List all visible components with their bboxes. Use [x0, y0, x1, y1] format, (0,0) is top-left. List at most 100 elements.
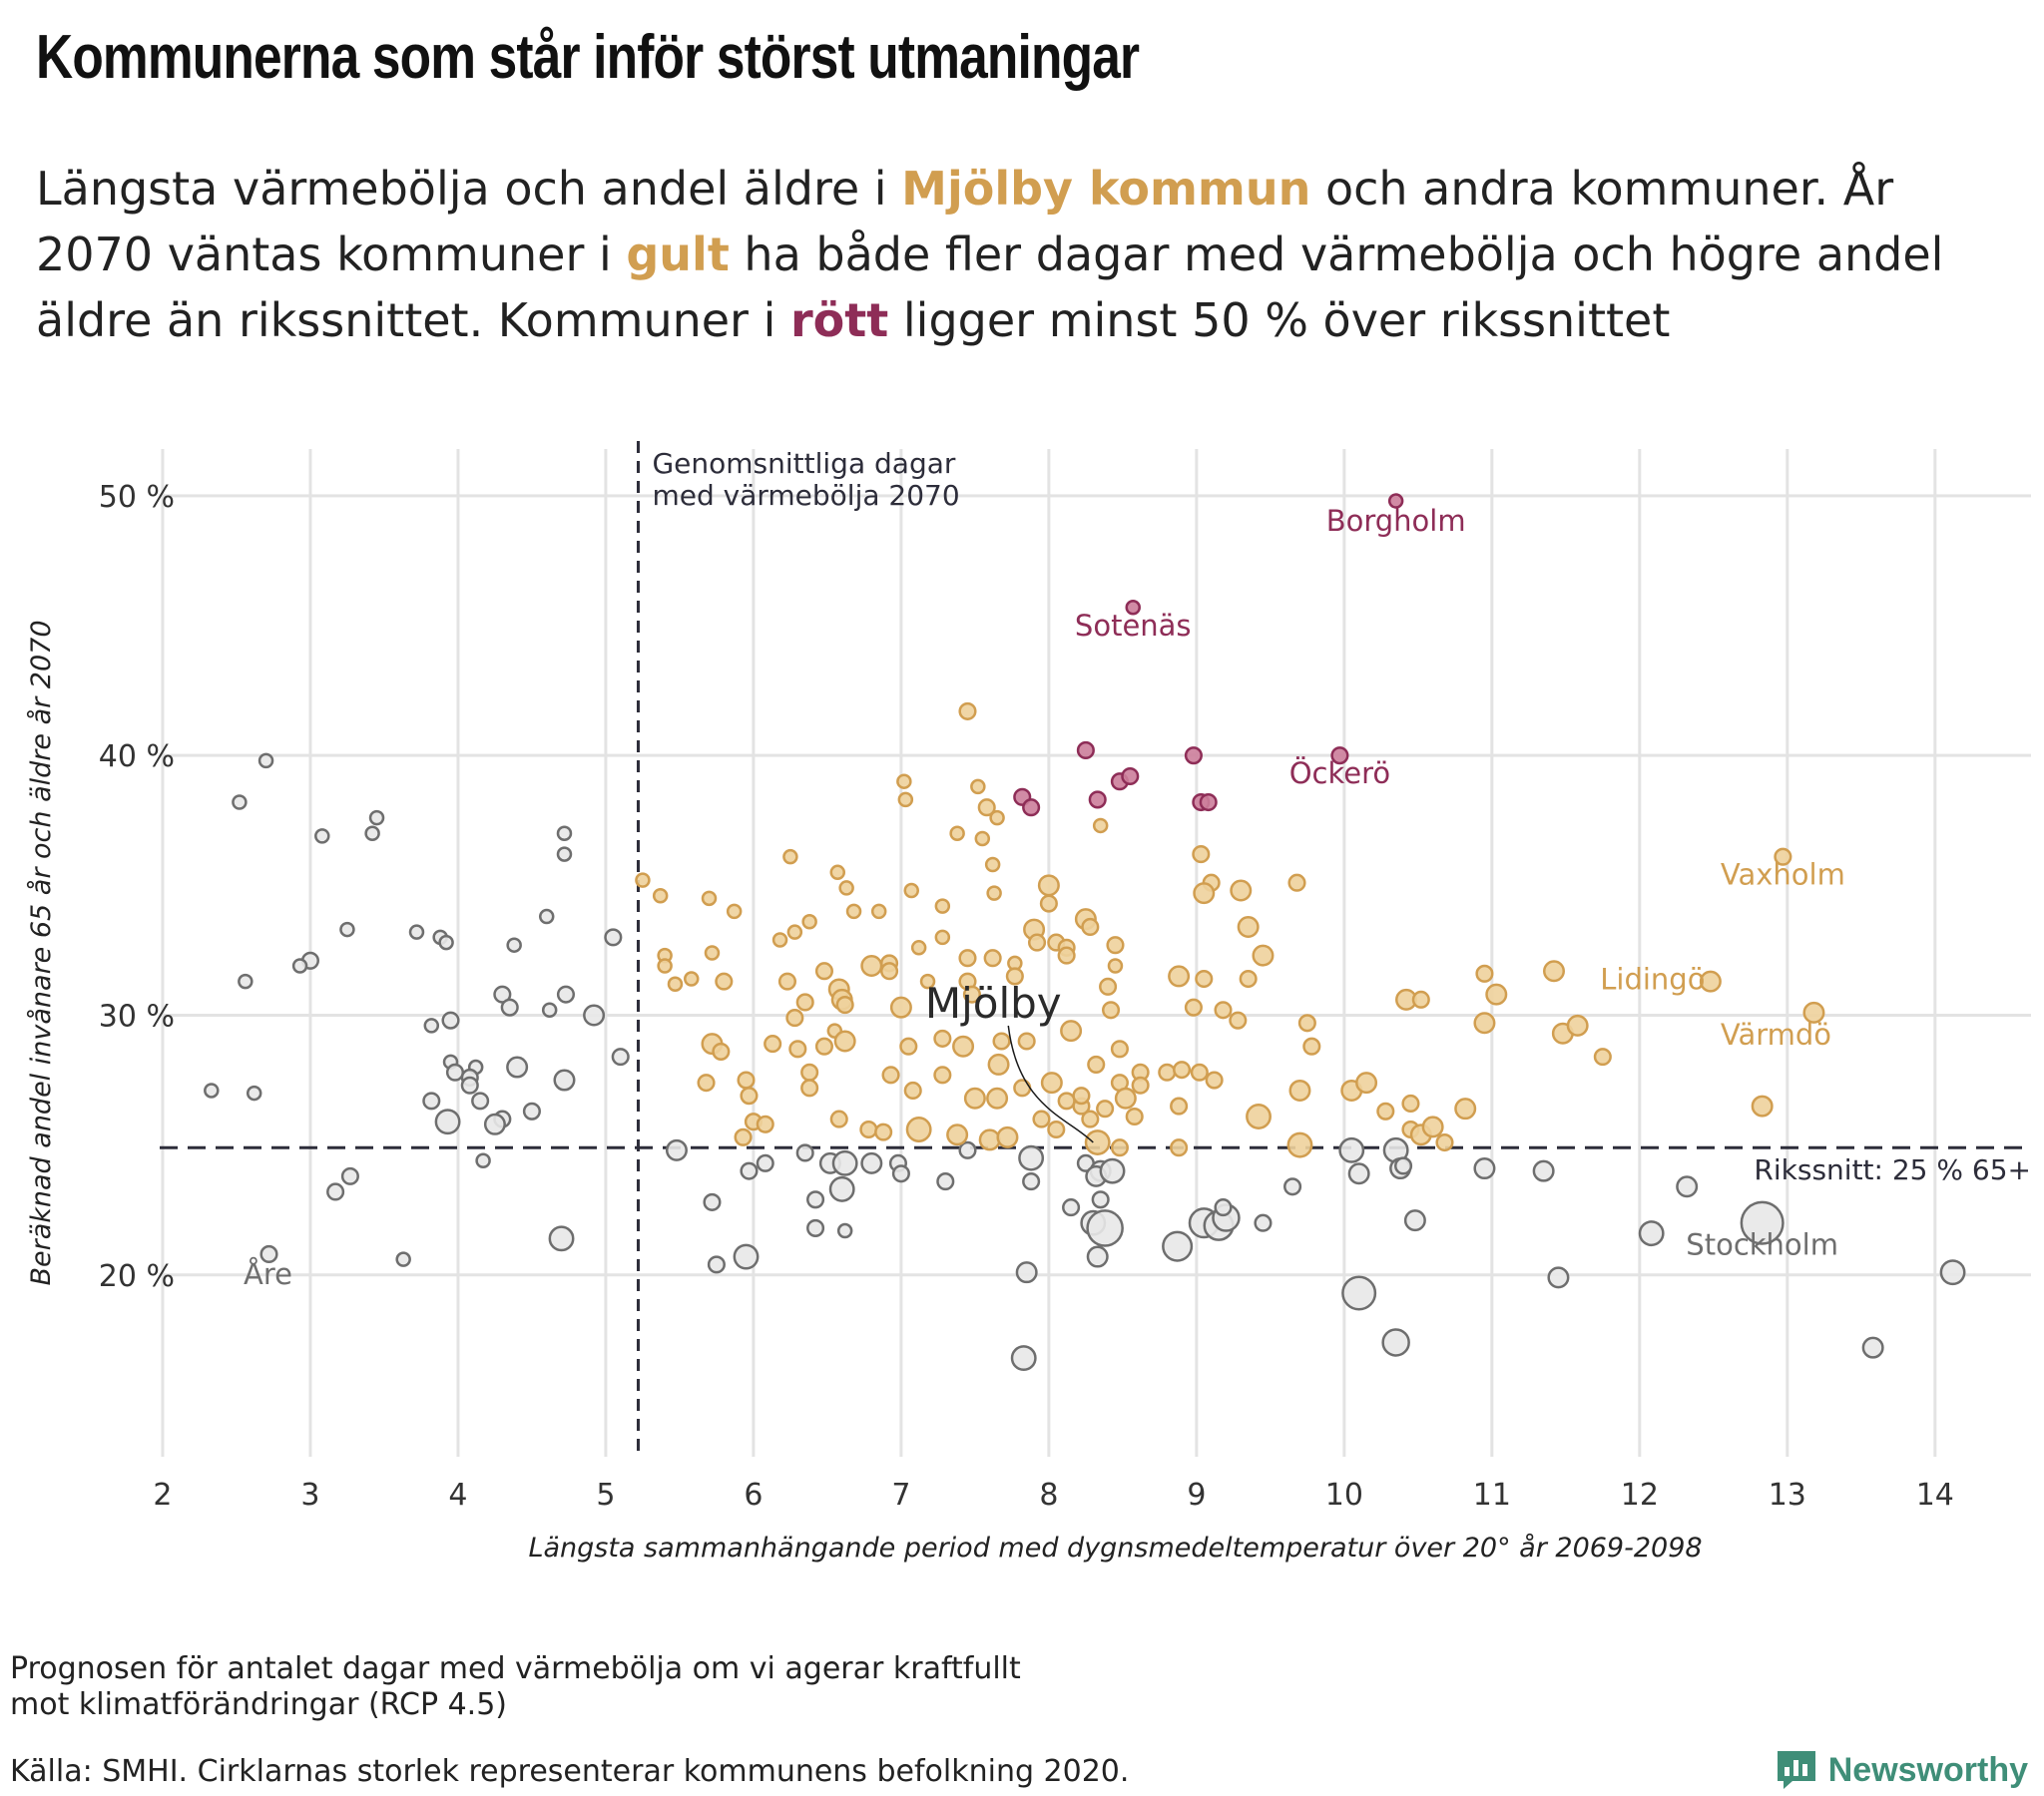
x-axis-ticks: 2 3 4 5 6 7 8 9 10 11 12 13 14: [153, 1478, 1953, 1513]
grey-data-point: [408, 924, 425, 940]
gold-data-point: [801, 914, 817, 930]
grey-data-point: [1347, 1162, 1370, 1185]
gold-data-point: [756, 1115, 774, 1133]
gold-data-point: [962, 985, 981, 1004]
vertical-reference-label-line2: med värmebölja 2070: [652, 479, 959, 512]
gold-data-point: [1475, 964, 1494, 983]
gold-data-point: [1774, 847, 1792, 866]
gold-data-point: [905, 1117, 932, 1142]
gold-data-point: [829, 1110, 848, 1128]
gold-data-point: [1230, 879, 1253, 902]
grey-data-point: [1403, 1209, 1426, 1232]
gold-data-point: [1092, 817, 1109, 834]
bar-chart-speech-bubble-icon: [1777, 1751, 1815, 1789]
gold-data-point: [910, 940, 927, 956]
gold-data-point: [1239, 969, 1258, 989]
gold-data-point: [814, 1037, 833, 1056]
gold-data-point: [652, 887, 669, 904]
gold-data-point: [1287, 873, 1306, 892]
gold-data-point: [1485, 983, 1508, 1006]
grey-data-point: [958, 1140, 977, 1159]
gold-data-point: [1699, 970, 1722, 993]
grey-data-point: [1381, 1328, 1410, 1357]
gold-data-point: [1013, 1079, 1032, 1098]
municipality-label: Vaxholm: [1721, 858, 1845, 892]
brand-name: Newsworthy: [1827, 1750, 2028, 1789]
gold-data-point: [1125, 1107, 1144, 1126]
gold-data-point: [734, 1127, 753, 1146]
grey-data-point: [1214, 1198, 1233, 1217]
grey-data-point: [556, 846, 573, 862]
gold-data-point: [992, 1032, 1011, 1051]
gold-data-point: [1246, 1104, 1272, 1129]
gold-data-point: [635, 872, 651, 888]
gold-data-point: [726, 903, 743, 920]
grey-data-point: [1099, 1157, 1126, 1184]
grey-data-point: [806, 1190, 825, 1209]
x-tick-label: 10: [1325, 1478, 1363, 1513]
gold-data-point: [1229, 1011, 1248, 1030]
newsworthy-brand: Newsworthy: [1775, 1748, 2028, 1792]
red-data-point: [1387, 493, 1404, 509]
grey-data-point: [556, 825, 573, 842]
gold-data-point: [881, 1066, 900, 1085]
subtitle-text: Längsta värmebölja och andel äldre i: [36, 162, 902, 216]
grey-data-point: [1341, 1275, 1377, 1311]
gold-data-point: [1039, 894, 1058, 913]
gold-data-point: [1751, 1095, 1774, 1118]
grey-data-point: [1547, 1266, 1570, 1289]
gold-data-point: [1170, 1138, 1189, 1157]
x-tick-label: 6: [744, 1478, 763, 1513]
vertical-reference-label-line1: Genomsnittliga dagar: [652, 447, 955, 480]
grey-data-point: [339, 921, 355, 938]
grey-data-point: [314, 828, 330, 844]
gold-data-point: [838, 880, 854, 896]
grey-data-point: [665, 1138, 688, 1161]
municipality-label: Borgholm: [1326, 504, 1466, 538]
grey-data-point: [1018, 1144, 1045, 1171]
grey-data-point: [1283, 1177, 1302, 1196]
gold-data-point: [1195, 969, 1214, 989]
gold-data-point: [974, 830, 991, 847]
gold-data-point: [737, 1071, 756, 1090]
grey-data-point: [1062, 1198, 1081, 1217]
gold-data-point: [1110, 1040, 1129, 1059]
gold-data-point: [1566, 1014, 1589, 1037]
gold-data-point: [986, 1087, 1009, 1110]
gold-data-point: [958, 701, 977, 720]
gold-data-point: [1005, 967, 1024, 986]
grey-data-point: [445, 1063, 465, 1082]
gold-data-point: [740, 1087, 759, 1106]
gold-data-point: [1302, 1037, 1321, 1056]
gold-data-point: [1193, 882, 1216, 905]
x-tick-label: 13: [1769, 1478, 1806, 1513]
gold-data-point: [1205, 1071, 1224, 1090]
gold-data-point: [1060, 1020, 1083, 1043]
gold-data-point: [1421, 1116, 1444, 1138]
grey-data-point: [1162, 1230, 1194, 1262]
gold-data-point: [1473, 1012, 1496, 1035]
x-tick-label: 8: [1039, 1478, 1058, 1513]
gold-data-point: [1184, 998, 1203, 1017]
grey-data-point: [1740, 1200, 1785, 1245]
gold-data-point: [1087, 1055, 1106, 1074]
gold-data-point: [1084, 1129, 1111, 1155]
gold-data-point: [978, 1128, 1001, 1151]
gold-data-point: [1286, 1131, 1313, 1158]
gold-data-point: [996, 1125, 1019, 1148]
gold-data-point: [1173, 1061, 1192, 1080]
municipality-label: Öckerö: [1289, 756, 1390, 790]
grey-data-point: [460, 1076, 479, 1095]
x-tick-label: 2: [153, 1478, 172, 1513]
grey-data-point: [423, 1018, 440, 1034]
red-points: [1013, 493, 1404, 817]
gold-data-point: [983, 949, 1002, 968]
gold-data-point: [1297, 1014, 1316, 1033]
source-note: Källa: SMHI. Cirklarnas storlek represen…: [10, 1754, 1130, 1789]
x-tick-label: 12: [1621, 1478, 1659, 1513]
gold-data-point: [715, 972, 734, 991]
gold-data-point: [1081, 1110, 1100, 1128]
y-tick-label: 20 %: [99, 1259, 175, 1294]
gold-data-point: [1288, 1079, 1311, 1102]
gold-points: [635, 701, 1825, 1158]
